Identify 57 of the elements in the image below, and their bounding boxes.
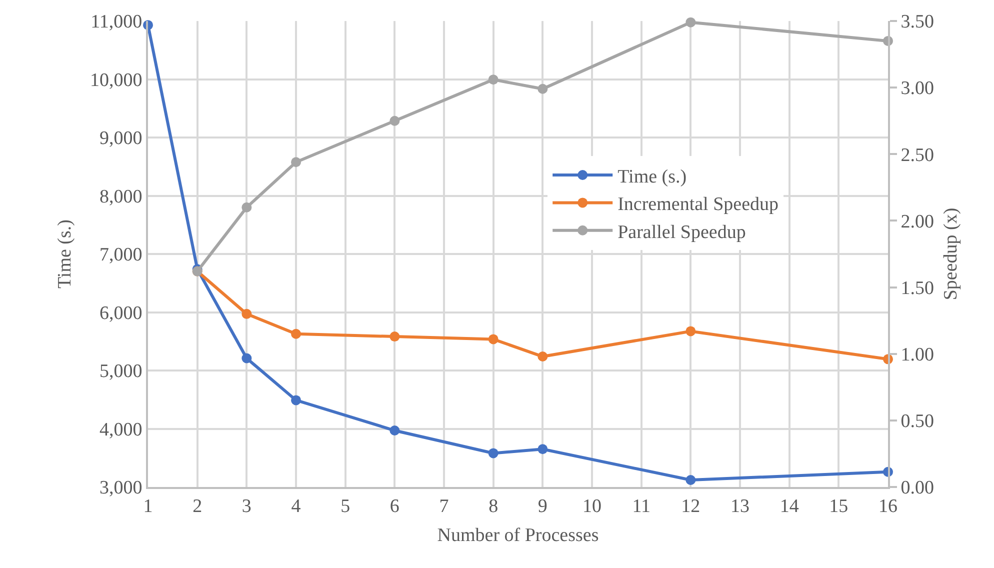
y-tick-label: 7,000 (99, 244, 142, 266)
x-tick-label: 16 (878, 496, 898, 517)
x-tick-label: 5 (340, 496, 350, 517)
point (291, 328, 301, 339)
y2-tick-label: 3.00 (900, 78, 934, 100)
point (390, 332, 400, 342)
x-tick-label: 9 (538, 496, 548, 517)
x-tick-label: 7 (439, 496, 449, 517)
x-tick-label: 8 (488, 496, 498, 517)
x-tick-label: 14 (780, 496, 800, 517)
point (686, 17, 696, 28)
point (488, 334, 498, 344)
point (538, 352, 548, 362)
y2-tick-label: 2.50 (900, 144, 934, 166)
x-axis-title: Number of Processes (437, 525, 599, 546)
y2-axis-title: Speedup (x) (940, 208, 962, 300)
point (686, 475, 696, 486)
y-tick-label: 6,000 (99, 302, 142, 324)
point (242, 353, 252, 364)
point (686, 326, 696, 336)
y-tick-label: 8,000 (99, 186, 142, 208)
point (538, 444, 548, 454)
x-tick-label: 10 (582, 496, 602, 517)
y-tick-label: 9,000 (99, 128, 142, 150)
x-tick-label: 6 (390, 496, 400, 517)
point (242, 202, 252, 212)
y2-tick-label: 1.00 (900, 344, 934, 366)
y-tick-label: 11,000 (90, 12, 142, 33)
x-tick-label: 13 (730, 496, 750, 517)
y2-tick-label: 0.50 (900, 411, 934, 432)
x-tick-label: 11 (632, 496, 650, 517)
x-tick-label: 4 (291, 496, 302, 517)
y-tick-label: 3,000 (99, 478, 142, 499)
point (390, 116, 400, 126)
legend-label: Time (s.) (618, 166, 687, 188)
y2-tick-label: 0.00 (900, 478, 934, 499)
y-tick-label: 5,000 (99, 361, 142, 382)
y-tick-label: 4,000 (99, 419, 142, 440)
point (291, 157, 301, 168)
x-tick-label: 2 (192, 496, 202, 517)
y2-tick-label: 1.50 (900, 278, 934, 299)
y-axis-title: Time (s.) (54, 220, 76, 288)
point (488, 448, 498, 458)
x-tick-label: 3 (242, 496, 252, 517)
point (390, 426, 400, 436)
x-tick-label: 15 (829, 496, 848, 517)
y-tick-label: 10,000 (90, 70, 142, 91)
point (242, 308, 252, 319)
legend-label: Incremental Speedup (618, 194, 779, 216)
point (538, 84, 548, 94)
y2-tick-label: 2.00 (900, 211, 934, 232)
x-tick-label: 1 (143, 496, 153, 517)
y2-tick-label: 3.50 (900, 12, 934, 33)
point (488, 74, 498, 85)
point (291, 395, 301, 406)
x-tick-label: 12 (681, 496, 700, 517)
legend-label: Parallel Speedup (618, 222, 746, 243)
